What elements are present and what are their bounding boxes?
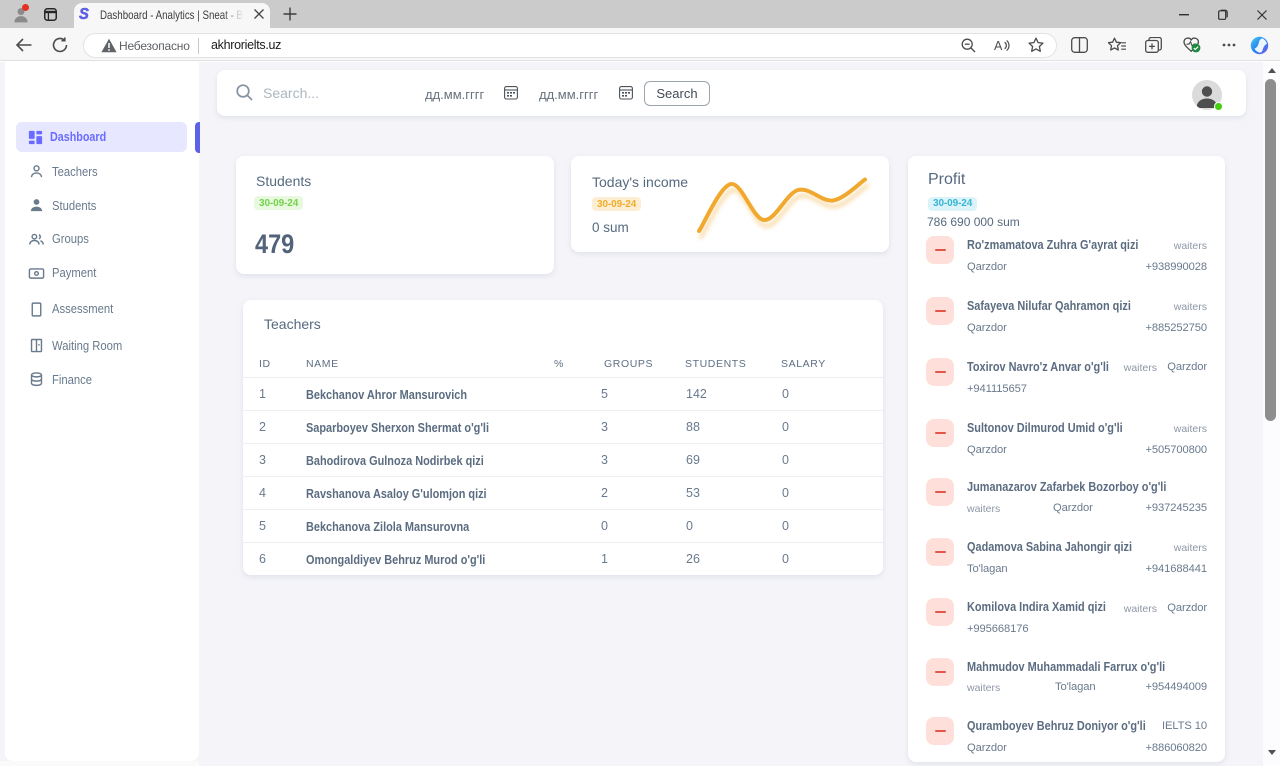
svg-text:A: A [994,39,1003,53]
